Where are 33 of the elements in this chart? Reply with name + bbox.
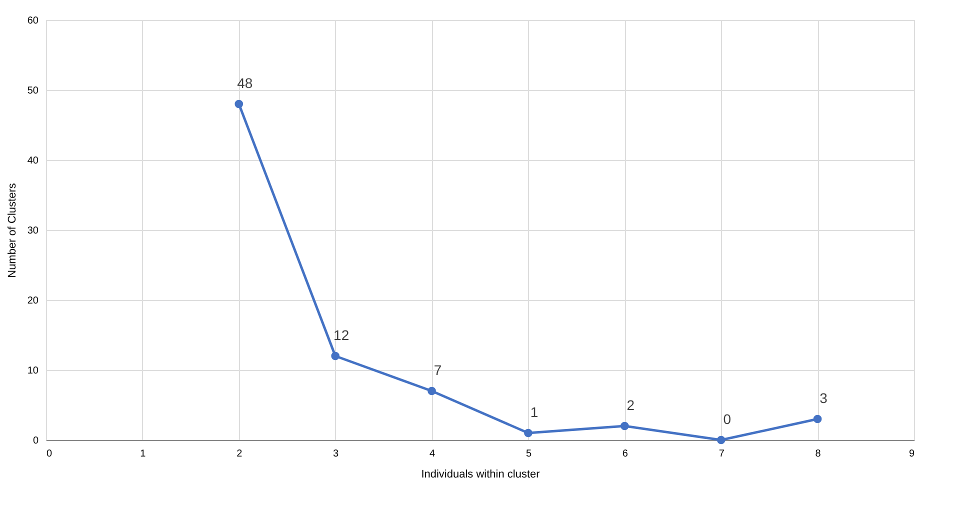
x-tick-label: 9 (908, 448, 915, 460)
data-label: 12 (334, 327, 350, 343)
x-tick-label: 3 (333, 448, 340, 460)
x-tick-label: 0 (46, 448, 52, 460)
x-tick-label: 7 (718, 448, 725, 460)
y-tick-label: 10 (27, 366, 39, 376)
point (620, 422, 629, 430)
y-tick-label: 40 (27, 156, 39, 166)
x-tick-label: 1 (140, 448, 146, 460)
x-tick-label: 8 (815, 448, 822, 460)
point (813, 414, 822, 424)
data-label: 48 (237, 75, 253, 91)
point (331, 352, 340, 360)
y-tick-label: 30 (27, 226, 39, 236)
data-label: 0 (723, 411, 732, 427)
point (524, 428, 532, 438)
y-tick-label: 0 (32, 436, 39, 446)
x-tick-label: 4 (429, 448, 436, 460)
x-tick-label: 6 (622, 448, 628, 460)
point (716, 436, 726, 444)
point (234, 100, 244, 108)
y-tick-label: 50 (27, 86, 39, 96)
y-axis-title: Number of Clusters (6, 182, 18, 278)
point (428, 386, 436, 396)
data-label: 2 (626, 397, 635, 413)
data-label: 7 (434, 362, 442, 378)
x-axis-title: Individuals within cluster (421, 468, 540, 480)
data-label: 3 (820, 390, 828, 406)
y-tick-label: 20 (27, 296, 39, 306)
y-tick-label: 60 (27, 16, 39, 26)
x-tick-label: 2 (236, 448, 243, 460)
data-label: 1 (530, 404, 538, 420)
x-tick-label: 5 (526, 448, 532, 460)
